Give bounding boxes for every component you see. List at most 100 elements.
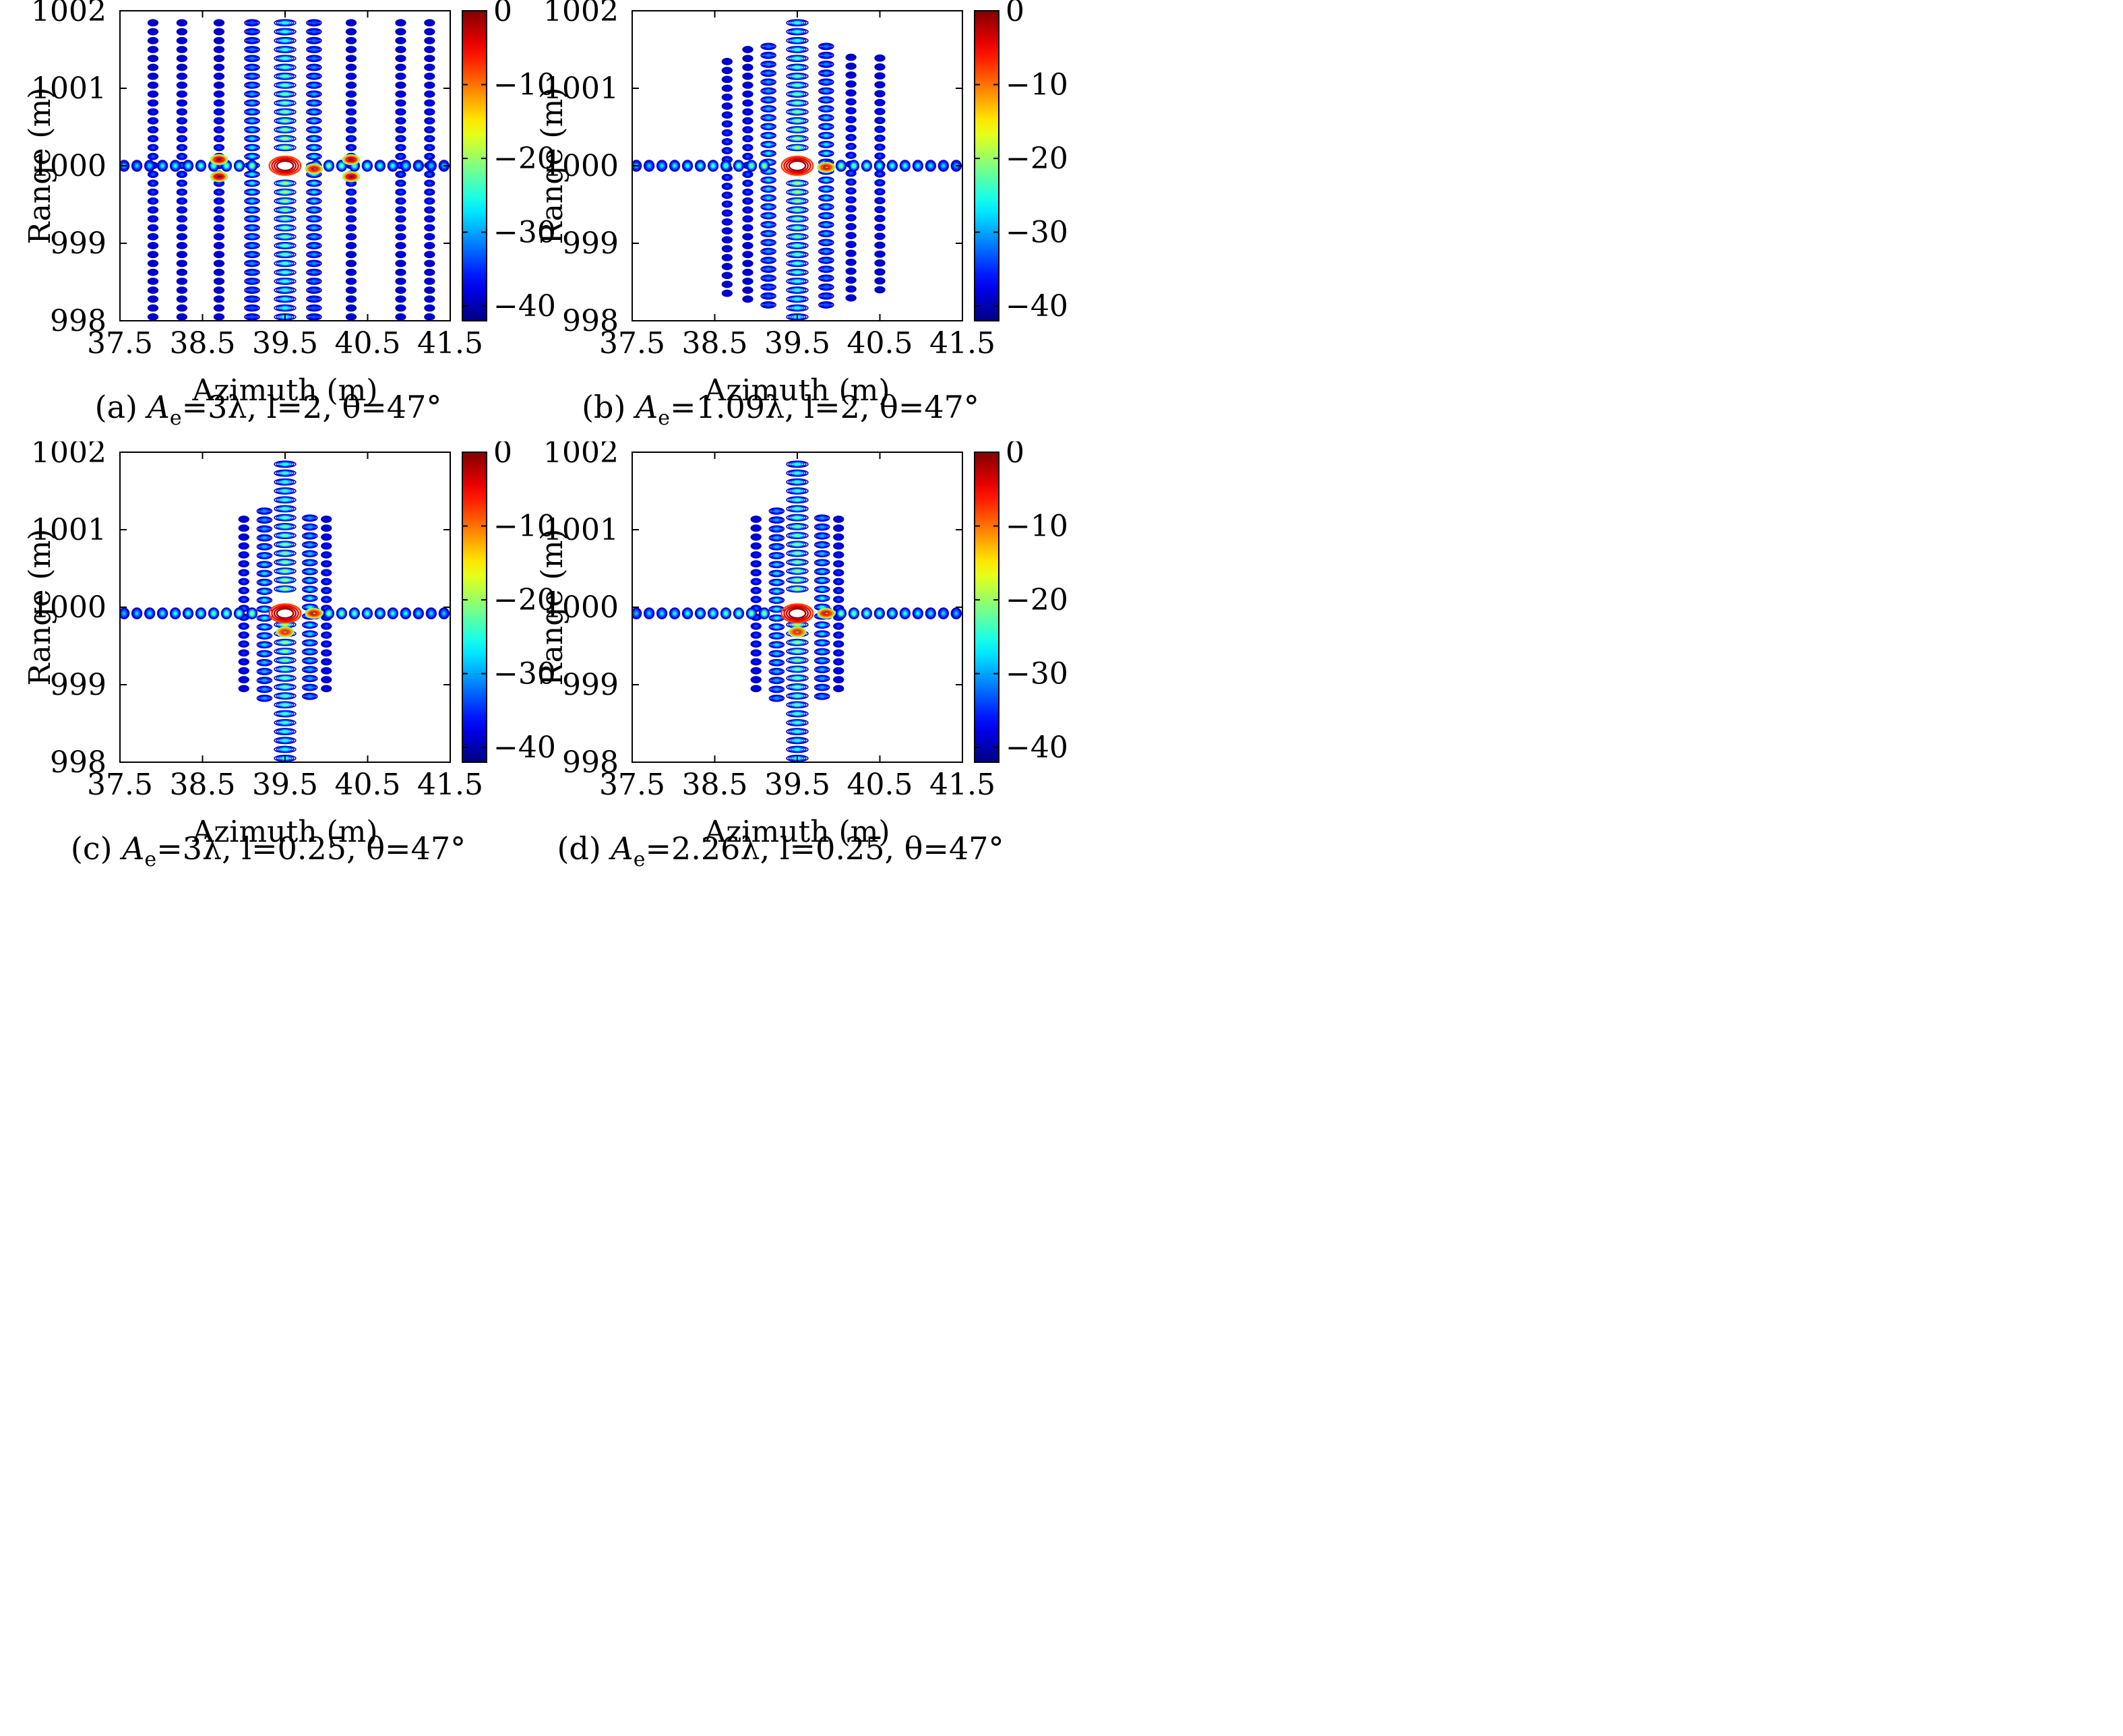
contour-blob xyxy=(238,578,249,586)
contour-blob xyxy=(742,232,753,241)
contour-blob xyxy=(424,277,435,285)
contour-blob xyxy=(874,268,886,276)
contour-blob xyxy=(306,295,322,303)
contour-blob xyxy=(274,90,297,98)
contour-blob xyxy=(274,232,297,241)
contour-blob xyxy=(213,215,225,223)
chart-panel-c: 37.5 38.5 39.5 40.5 41.5 1002 1001 1000 999 998 Az… xyxy=(0,441,1062,1309)
contour-blob xyxy=(742,117,753,125)
contour-blob xyxy=(244,259,260,268)
contour-blob xyxy=(274,656,297,664)
contour-blob xyxy=(786,295,809,303)
contour-blob xyxy=(323,607,335,620)
contour-blob xyxy=(424,36,435,44)
contour-blob xyxy=(760,114,776,122)
contour-blob xyxy=(345,82,357,89)
x-tick-label: 40.5 xyxy=(335,768,401,802)
contour-blob xyxy=(306,188,322,196)
contour-blob xyxy=(833,649,844,657)
contour-blob xyxy=(874,259,886,267)
contour-blob xyxy=(176,117,188,125)
contour-blob xyxy=(721,263,733,270)
contour-blob xyxy=(147,99,159,107)
contour-blob xyxy=(412,607,424,620)
contour-blob xyxy=(720,607,732,620)
contour-blob xyxy=(813,541,830,549)
contour-blob xyxy=(742,152,753,160)
contour-blob xyxy=(742,268,753,276)
contour-blob xyxy=(750,622,762,630)
colorbar-tick-label: 0 xyxy=(1006,441,1024,470)
contour-blob xyxy=(707,607,719,620)
x-tick-label: 39.5 xyxy=(252,768,318,802)
contour-blob xyxy=(721,129,733,137)
contour-blob xyxy=(424,82,435,89)
contour-blob xyxy=(721,93,733,101)
contour-blob xyxy=(424,286,435,294)
x-axis-label: Azimuth (m) xyxy=(704,815,890,849)
x-tick-label: 37.5 xyxy=(599,326,665,361)
contour-blob xyxy=(274,295,297,303)
contour-blob xyxy=(147,295,159,303)
contour-blob xyxy=(874,179,886,187)
contour-blob xyxy=(786,683,809,691)
contour-blob xyxy=(742,259,753,268)
contour-blob xyxy=(321,560,332,567)
contour-blob xyxy=(244,286,260,294)
contour-blob xyxy=(213,99,225,107)
contour-blob xyxy=(845,205,857,213)
contour-blob xyxy=(213,304,225,312)
contour-blob xyxy=(742,242,753,249)
contour-blob xyxy=(244,144,260,152)
contour-blob xyxy=(213,277,225,285)
contour-blob xyxy=(244,36,260,44)
contour-blob xyxy=(786,206,809,214)
x-tick-label: 39.5 xyxy=(252,326,318,361)
contour-blob xyxy=(176,224,188,232)
contour-blob xyxy=(742,188,753,196)
contour-blob xyxy=(845,152,857,159)
contour-blob xyxy=(395,90,406,98)
contour-blob xyxy=(238,658,249,666)
contour-blob xyxy=(874,117,886,125)
contour-blob xyxy=(244,295,260,303)
main-lobe xyxy=(780,155,814,176)
contour-blob xyxy=(176,82,188,89)
contour-blob xyxy=(213,82,225,89)
contour-blob xyxy=(321,685,332,693)
contour-blob xyxy=(274,674,297,682)
contour-blob xyxy=(176,242,188,249)
contour-blob xyxy=(833,640,844,648)
contour-blob xyxy=(256,516,273,524)
contour-blob xyxy=(720,160,732,172)
contour-blob xyxy=(874,72,886,80)
contour-blob xyxy=(845,116,857,123)
contour-blob xyxy=(306,197,322,205)
contour-blob xyxy=(274,523,297,530)
colorbar xyxy=(974,10,999,321)
x-tick-label: 41.5 xyxy=(417,768,483,802)
contour-blob xyxy=(742,179,753,187)
contour-blob xyxy=(395,277,406,285)
contour-blob xyxy=(786,549,809,557)
contour-blob xyxy=(425,160,437,172)
contour-blob xyxy=(147,304,159,312)
contour-blob xyxy=(786,523,809,530)
contour-blob xyxy=(345,135,357,143)
contour-blob xyxy=(742,170,753,179)
contour-blob xyxy=(742,126,753,133)
contour-blob xyxy=(395,28,406,36)
contour-blob xyxy=(213,251,225,259)
contour-blob xyxy=(306,268,322,276)
contour-blob xyxy=(321,516,332,523)
contour-blob xyxy=(424,152,435,160)
contour-blob xyxy=(813,586,830,593)
plot-area xyxy=(632,452,962,762)
main-lobe xyxy=(268,155,302,176)
contour-blob xyxy=(786,710,809,718)
contour-blob xyxy=(274,268,297,276)
contour-blob xyxy=(750,578,762,586)
contour-blob xyxy=(786,224,809,232)
contour-blob xyxy=(424,268,435,276)
colorbar-tick-label: 0 xyxy=(1006,0,1024,28)
